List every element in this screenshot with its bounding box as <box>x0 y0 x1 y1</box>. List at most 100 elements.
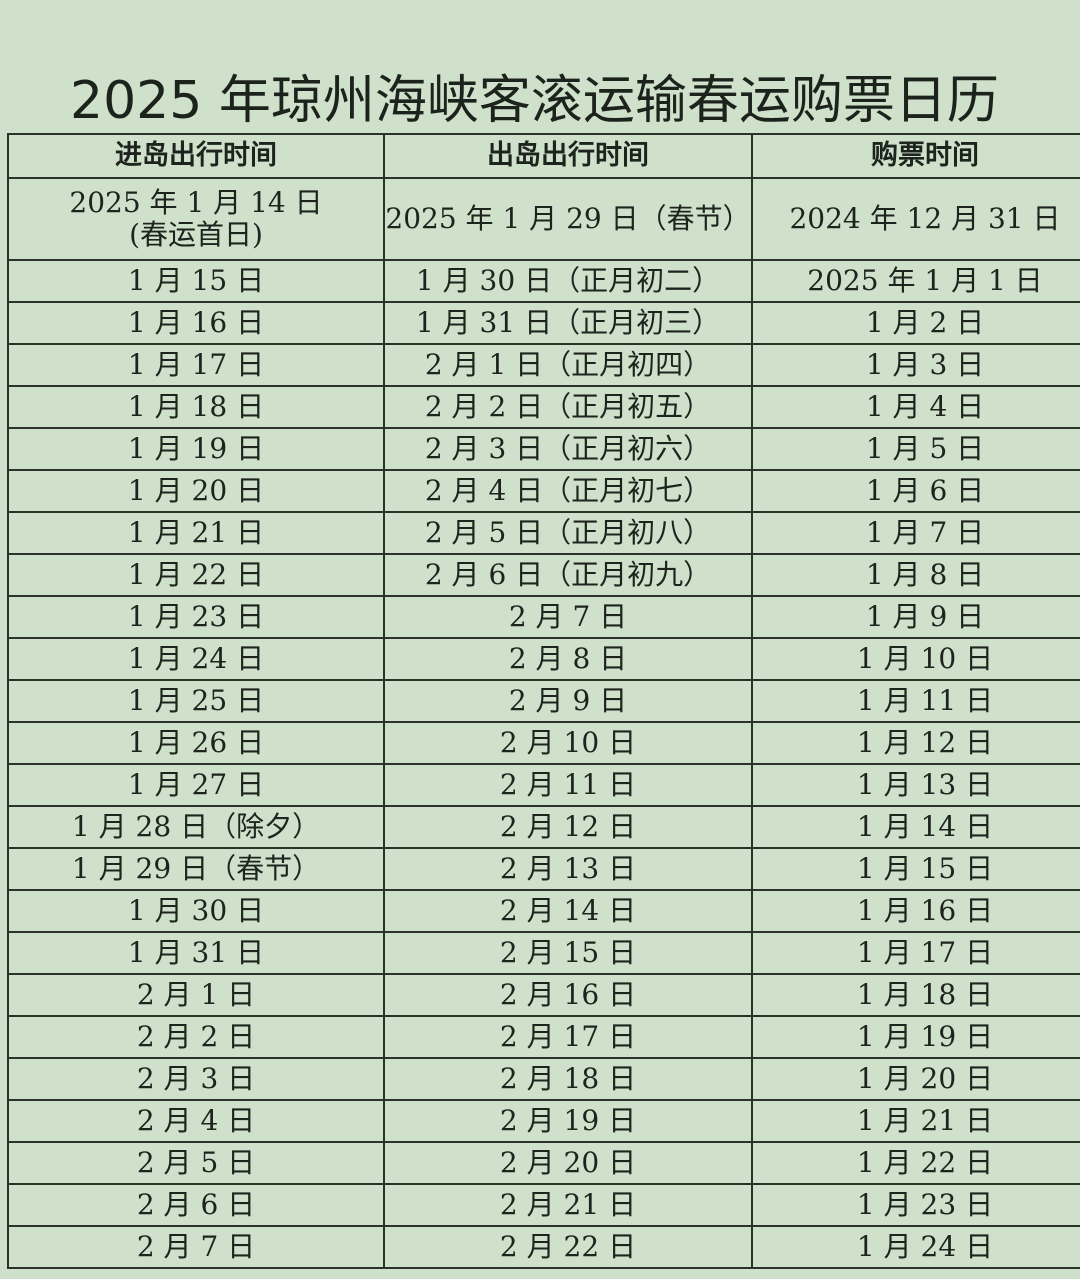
exit-island-date: 2 月 3 日（正月初六） <box>383 427 753 471</box>
page-title: 2025 年琼州海峡客滚运输春运购票日历 <box>70 71 999 131</box>
purchase-date: 1 月 4 日 <box>751 385 1080 429</box>
entry-island-date: 1 月 26 日 <box>7 721 385 765</box>
exit-island-date: 2 月 5 日（正月初八） <box>383 511 753 555</box>
purchase-date: 1 月 8 日 <box>751 553 1080 597</box>
exit-island-date: 2 月 18 日 <box>383 1057 753 1101</box>
entry-island-date: 2 月 6 日 <box>7 1183 385 1227</box>
entry-island-date: 1 月 20 日 <box>7 469 385 513</box>
entry-island-date: 1 月 15 日 <box>7 259 385 303</box>
purchase-date: 1 月 22 日 <box>751 1141 1080 1185</box>
purchase-date: 1 月 7 日 <box>751 511 1080 555</box>
purchase-date: 1 月 10 日 <box>751 637 1080 681</box>
exit-island-date: 2 月 12 日 <box>383 805 753 849</box>
exit-island-date: 2 月 20 日 <box>383 1141 753 1185</box>
purchase-date: 1 月 14 日 <box>751 805 1080 849</box>
entry-island-date: 1 月 16 日 <box>7 301 385 345</box>
purchase-date: 1 月 18 日 <box>751 973 1080 1017</box>
purchase-date: 1 月 13 日 <box>751 763 1080 807</box>
exit-island-date: 1 月 31 日（正月初三） <box>383 301 753 345</box>
exit-island-date: 2 月 9 日 <box>383 679 753 723</box>
ticket-calendar-table: 进岛出行时间 出岛出行时间 购票时间 2025 年 1 月 14 日 (春运首日… <box>7 133 1080 1269</box>
entry-island-date: 1 月 18 日 <box>7 385 385 429</box>
exit-island-date: 2 月 15 日 <box>383 931 753 975</box>
exit-island-date: 2 月 22 日 <box>383 1225 753 1269</box>
exit-island-date: 2 月 21 日 <box>383 1183 753 1227</box>
exit-island-date: 2 月 11 日 <box>383 763 753 807</box>
entry-island-date: 2 月 3 日 <box>7 1057 385 1101</box>
exit-island-date: 2 月 7 日 <box>383 595 753 639</box>
purchase-date: 1 月 2 日 <box>751 301 1080 345</box>
table-body: 2025 年 1 月 14 日 (春运首日) 2025 年 1 月 29 日（春节… <box>7 177 1080 1269</box>
header-exit-island: 出岛出行时间 <box>383 133 753 179</box>
purchase-date: 1 月 15 日 <box>751 847 1080 891</box>
exit-island-date: 1 月 30 日（正月初二） <box>383 259 753 303</box>
purchase-date: 2025 年 1 月 1 日 <box>751 259 1080 303</box>
exit-island-date: 2 月 2 日（正月初五） <box>383 385 753 429</box>
exit-island-date: 2 月 6 日（正月初九） <box>383 553 753 597</box>
table-header-row: 进岛出行时间 出岛出行时间 购票时间 <box>7 133 1080 179</box>
header-purchase-time: 购票时间 <box>751 133 1080 179</box>
exit-island-date: 2 月 16 日 <box>383 973 753 1017</box>
exit-island-date: 2 月 1 日（正月初四） <box>383 343 753 387</box>
entry-island-date: 2 月 5 日 <box>7 1141 385 1185</box>
exit-island-date: 2 月 10 日 <box>383 721 753 765</box>
exit-island-date: 2 月 13 日 <box>383 847 753 891</box>
entry-island-date: 1 月 17 日 <box>7 343 385 387</box>
entry-island-date: 1 月 21 日 <box>7 511 385 555</box>
exit-island-date: 2 月 19 日 <box>383 1099 753 1143</box>
purchase-date: 1 月 12 日 <box>751 721 1080 765</box>
purchase-date: 1 月 21 日 <box>751 1099 1080 1143</box>
exit-island-date: 2 月 8 日 <box>383 637 753 681</box>
entry-island-date: 2025 年 1 月 14 日 (春运首日) <box>7 177 385 261</box>
entry-island-date: 1 月 24 日 <box>7 637 385 681</box>
header-entry-island: 进岛出行时间 <box>7 133 385 179</box>
exit-island-date: 2025 年 1 月 29 日（春节） <box>383 177 753 261</box>
entry-island-date: 1 月 30 日 <box>7 889 385 933</box>
entry-island-date: 1 月 28 日（除夕） <box>7 805 385 849</box>
purchase-date: 1 月 19 日 <box>751 1015 1080 1059</box>
entry-island-date: 1 月 31 日 <box>7 931 385 975</box>
purchase-date: 1 月 6 日 <box>751 469 1080 513</box>
purchase-date: 2024 年 12 月 31 日 <box>751 177 1080 261</box>
entry-island-date: 2 月 4 日 <box>7 1099 385 1143</box>
entry-island-date: 1 月 25 日 <box>7 679 385 723</box>
purchase-date: 1 月 23 日 <box>751 1183 1080 1227</box>
entry-island-date: 1 月 19 日 <box>7 427 385 471</box>
purchase-date: 1 月 20 日 <box>751 1057 1080 1101</box>
table-row: 2025 年 1 月 14 日 (春运首日) 2025 年 1 月 29 日（春节… <box>7 177 1080 261</box>
entry-island-date: 1 月 27 日 <box>7 763 385 807</box>
purchase-date: 1 月 24 日 <box>751 1225 1080 1269</box>
purchase-date: 1 月 9 日 <box>751 595 1080 639</box>
entry-island-date: 1 月 29 日（春节） <box>7 847 385 891</box>
purchase-date: 1 月 16 日 <box>751 889 1080 933</box>
purchase-date: 1 月 17 日 <box>751 931 1080 975</box>
exit-island-date: 2 月 14 日 <box>383 889 753 933</box>
entry-island-date: 1 月 22 日 <box>7 553 385 597</box>
purchase-date: 1 月 3 日 <box>751 343 1080 387</box>
entry-island-date: 2 月 7 日 <box>7 1225 385 1269</box>
entry-island-date: 2 月 2 日 <box>7 1015 385 1059</box>
exit-island-date: 2 月 17 日 <box>383 1015 753 1059</box>
